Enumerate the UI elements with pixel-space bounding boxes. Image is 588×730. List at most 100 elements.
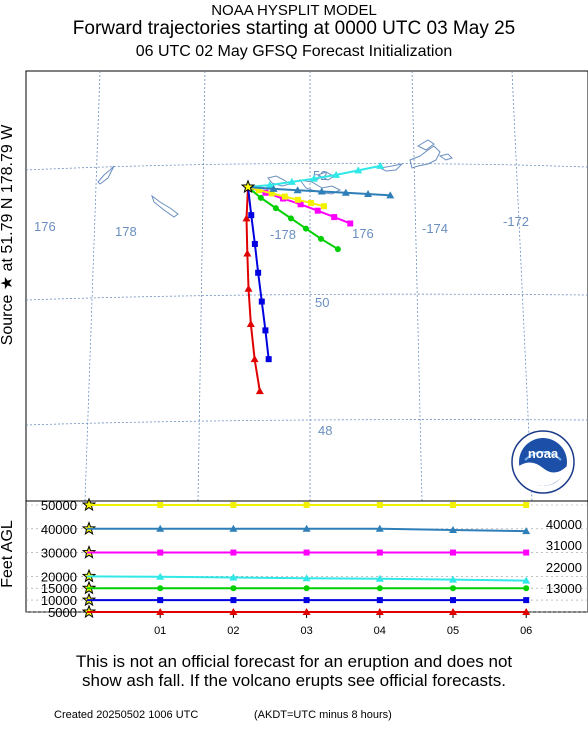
trajectory-point-blue bbox=[262, 327, 269, 334]
altitude-lines bbox=[86, 502, 531, 615]
x-tick-label: 01 bbox=[154, 625, 166, 637]
altitude-point-magenta bbox=[157, 549, 164, 556]
timezone-note: (AKDT=UTC minus 8 hours) bbox=[254, 709, 392, 721]
altitude-point-steelblue bbox=[229, 524, 238, 532]
source-star bbox=[240, 179, 256, 194]
altitude-point-steelblue bbox=[522, 527, 531, 535]
altitude-point-blue bbox=[376, 597, 383, 604]
lon-label-1: 176 bbox=[34, 219, 56, 234]
x-tick-label: 05 bbox=[447, 625, 459, 637]
trajectory-map: 176 178 -178 176 -174 -172 52 50 48 bbox=[25, 70, 588, 502]
trajectory-point-steelblue bbox=[386, 191, 395, 199]
altitude-point-green bbox=[376, 585, 383, 592]
right-altitude-label: 22000 bbox=[546, 560, 582, 575]
created-timestamp: Created 20250502 1006 UTC bbox=[54, 709, 199, 721]
trajectory-point-blue bbox=[258, 298, 265, 305]
lon-label-4: 176 bbox=[352, 226, 374, 241]
trajectory-point-magenta bbox=[314, 207, 321, 214]
altitude-point-yellow bbox=[523, 502, 530, 508]
altitude-point-green bbox=[157, 585, 164, 592]
altitude-point-magenta bbox=[523, 549, 530, 556]
altitude-point-yellow bbox=[303, 502, 310, 508]
trajectory-point-red bbox=[250, 355, 259, 363]
altitude-axis-label: Feet AGL bbox=[0, 520, 16, 588]
svg-text:noaa: noaa bbox=[528, 446, 559, 461]
disclaimer-line-2: show ash fall. If the volcano erupts see… bbox=[82, 671, 506, 690]
right-altitude-label: 40000 bbox=[546, 517, 582, 532]
altitude-point-cyan bbox=[375, 574, 384, 582]
altitude-point-steelblue bbox=[302, 524, 311, 532]
altitude-point-cyan bbox=[522, 576, 531, 584]
altitude-tick-label: 10000 bbox=[41, 593, 77, 608]
x-tick-label: 06 bbox=[520, 625, 532, 637]
disclaimer-line-1: This is not an official forecast for an … bbox=[75, 652, 513, 671]
trajectory-point-blue bbox=[251, 240, 258, 247]
altitude-point-blue bbox=[450, 597, 456, 604]
disclaimer: This is not an official forecast for an … bbox=[0, 652, 588, 690]
altitude-point-green bbox=[523, 585, 530, 592]
trajectory-point-green bbox=[257, 194, 264, 201]
altitude-frame bbox=[25, 500, 588, 613]
altitude-point-magenta bbox=[450, 549, 456, 556]
map-graticule bbox=[25, 70, 588, 502]
altitude-point-red bbox=[522, 608, 531, 615]
trajectory-lines bbox=[240, 161, 395, 395]
trajectory-point-steelblue bbox=[341, 188, 350, 196]
altitude-tick-label: 40000 bbox=[41, 522, 77, 537]
trajectory-point-yellow bbox=[268, 190, 275, 197]
source-location-label: Source ★ at 51.79 N 178.79 W bbox=[0, 124, 16, 346]
trajectory-point-cyan bbox=[376, 161, 385, 169]
trajectory-point-cyan bbox=[265, 181, 274, 189]
trajectory-point-steelblue bbox=[317, 187, 326, 195]
header-line-1: NOAA HYSPLIT MODEL bbox=[211, 2, 377, 19]
altitude-tick-label: 30000 bbox=[41, 546, 77, 561]
altitude-tick-label: 20000 bbox=[41, 569, 77, 584]
trajectory-point-steelblue bbox=[364, 190, 373, 198]
altitude-point-green bbox=[450, 585, 456, 592]
x-tick-label: 04 bbox=[374, 625, 386, 637]
map-frame bbox=[25, 70, 588, 502]
right-altitude-label: 31000 bbox=[546, 538, 582, 553]
trajectory-point-red bbox=[255, 387, 264, 395]
lon-label-5: -174 bbox=[422, 221, 448, 236]
altitude-point-steelblue bbox=[375, 524, 384, 532]
header-line-3: 06 UTC 02 May GFSQ Forecast Initializati… bbox=[135, 43, 453, 60]
trajectory-point-red bbox=[243, 249, 252, 257]
altitude-point-red bbox=[156, 608, 165, 615]
altitude-point-blue bbox=[230, 597, 237, 604]
altitude-point-yellow bbox=[230, 502, 237, 508]
altitude-point-yellow bbox=[450, 502, 456, 508]
trajectory-point-yellow bbox=[294, 196, 301, 203]
lon-label-6: -172 bbox=[503, 214, 529, 229]
altitude-gridlines bbox=[26, 504, 588, 613]
altitude-point-red bbox=[449, 608, 457, 615]
trajectory-point-blue bbox=[255, 269, 262, 276]
altitude-point-blue bbox=[303, 597, 310, 604]
altitude-point-magenta bbox=[230, 549, 237, 556]
right-altitude-label: 13000 bbox=[546, 581, 582, 596]
trajectory-point-yellow bbox=[307, 200, 314, 206]
altitude-point-blue bbox=[157, 597, 164, 604]
trajectory-point-yellow bbox=[320, 203, 327, 210]
trajectory-point-cyan bbox=[354, 166, 363, 174]
altitude-point-red bbox=[302, 608, 311, 615]
trajectory-point-red bbox=[244, 284, 253, 292]
altitude-point-cyan bbox=[156, 572, 165, 580]
trajectory-point-green bbox=[317, 235, 324, 242]
altitude-point-cyan bbox=[229, 573, 238, 581]
altitude-tick-label: 5000 bbox=[48, 605, 77, 620]
lat-label-50: 50 bbox=[315, 295, 329, 310]
trajectory-point-yellow bbox=[255, 187, 262, 194]
altitude-tick-label: 50000 bbox=[41, 498, 77, 513]
trajectory-point-green bbox=[302, 225, 309, 232]
altitude-point-magenta bbox=[376, 549, 383, 556]
x-tick-label: 02 bbox=[227, 625, 239, 637]
trajectory-point-green bbox=[272, 205, 279, 212]
trajectory-point-red bbox=[246, 319, 255, 327]
altitude-point-steelblue bbox=[449, 525, 457, 533]
lon-label-2: 178 bbox=[115, 224, 137, 239]
altitude-point-magenta bbox=[303, 549, 310, 556]
